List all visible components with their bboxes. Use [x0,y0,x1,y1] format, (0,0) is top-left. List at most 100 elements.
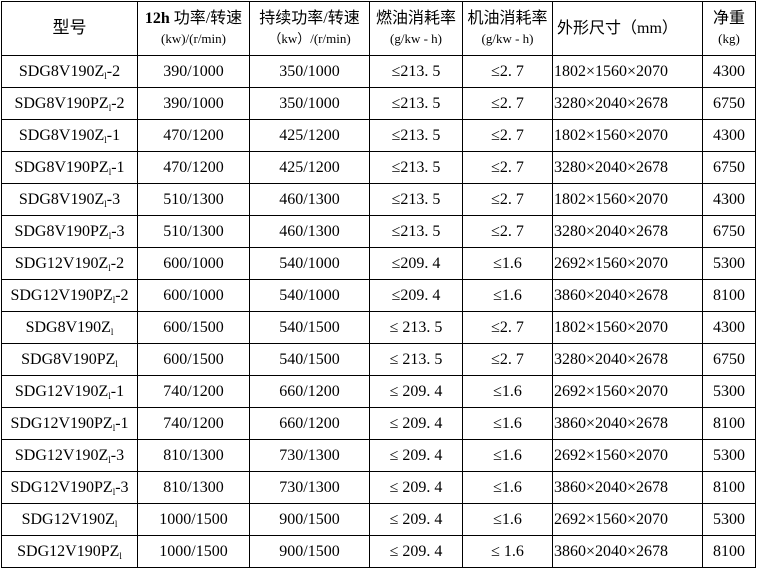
header-row: 型号 12h 功率/转速 (kw)/(r/min) 持续功率/转速 （kw）/(r/… [1,1,756,56]
header-12h-label: 功率/转速 [173,9,243,27]
header-fuel-label: 燃油消耗率 [375,9,456,27]
cell-oil: ≤2. 7 [462,151,553,184]
header-dims-label: 外形尺寸（mm） [557,19,678,37]
cell-model: SDG12V190PZl-1 [1,407,138,440]
table-row: SDG12V190Zl-1 740/1200 660/1200 ≤ 209. 4 ≤1.… [1,375,756,408]
table-row: SDG12V190Zl-2 600/1000 540/1000 ≤209. 4 ≤1.6… [1,247,756,280]
cell-fuel: ≤ 209. 4 [369,535,463,568]
cell-12h-power: 1000/1500 [137,503,250,536]
cell-weight: 6750 [702,87,756,120]
cell-continuous-power: 350/1000 [249,55,370,88]
cell-12h-power: 390/1000 [137,87,250,120]
model-subscript: l [104,134,107,145]
table-row: SDG8V190Zl-1 470/1200 425/1200 ≤213. 5 ≤2. 7… [1,119,756,152]
cell-oil: ≤1.6 [462,279,553,312]
model-suffix: -3 [111,222,125,240]
header-weight-label: 净重 [712,9,745,27]
header-fuel: 燃油消耗率 (g/kw - h) [369,1,463,56]
header-12h-unit: (kw)/(r/min) [161,30,226,46]
cell-oil: ≤2. 7 [462,343,553,376]
cell-weight: 6750 [702,151,756,184]
model-subscript: l [108,390,111,401]
table-row: SDG12V190PZl 1000/1500 900/1500 ≤ 209. 4 ≤ 1… [1,535,756,568]
cell-12h-power: 810/1300 [137,471,250,504]
header-oil-unit: (g/kw - h) [481,30,534,46]
cell-model: SDG8V190PZl-1 [1,151,138,184]
model-subscript: l [112,294,116,305]
cell-continuous-power: 540/1500 [249,343,370,376]
cell-oil: ≤2. 7 [462,87,553,120]
model-suffix: -1 [111,158,125,176]
header-12h-prefix: 12h [144,9,170,27]
model-name: SDG8V190PZ [14,158,109,176]
cell-fuel: ≤209. 4 [369,247,463,280]
cell-model: SDG12V190PZl-3 [1,471,138,504]
cell-12h-power: 510/1300 [137,183,250,216]
cell-dims: 3860×2040×2678 [552,535,703,568]
model-name: SDG8V190Z [18,126,105,144]
model-name: SDG12V190Z [14,446,109,464]
cell-oil: ≤2. 7 [462,311,553,344]
cell-12h-power: 740/1200 [137,407,250,440]
table-row: SDG12V190Zl 1000/1500 900/1500 ≤ 209. 4 ≤1.6… [1,503,756,536]
cell-oil: ≤2. 7 [462,119,553,152]
model-name: SDG12V190Z [21,510,115,528]
cell-model: SDG8V190PZl-2 [1,87,138,120]
cell-dims: 1802×1560×2070 [552,55,703,88]
cell-continuous-power: 425/1200 [249,151,370,184]
cell-weight: 4300 [702,183,756,216]
cell-model: SDG8V190PZl [1,343,138,376]
cell-dims: 3280×2040×2678 [552,215,703,248]
cell-model: SDG12V190Zl-3 [1,439,138,472]
cell-model: SDG12V190PZl-2 [1,279,138,312]
table-row: SDG8V190PZl-1 470/1200 425/1200 ≤213. 5 ≤2. … [1,151,756,184]
cell-fuel: ≤209. 4 [369,279,463,312]
cell-12h-power: 810/1300 [137,439,250,472]
cell-12h-power: 600/1500 [137,311,250,344]
table-row: SDG12V190PZl-3 810/1300 730/1300 ≤ 209. 4 ≤1… [1,471,756,504]
model-name: SDG8V190PZ [21,350,116,368]
model-subscript: l [112,422,116,433]
model-subscript: l [114,518,118,529]
cell-continuous-power: 350/1000 [249,87,370,120]
model-name: SDG12V190PZ [10,286,113,304]
cell-fuel: ≤ 209. 4 [369,471,463,504]
cell-dims: 1802×1560×2070 [552,311,703,344]
cell-weight: 8100 [702,279,756,312]
model-name: SDG8V190PZ [14,222,109,240]
cell-fuel: ≤213. 5 [369,215,463,248]
cell-weight: 5300 [702,247,756,280]
model-subscript: l [104,70,107,81]
model-suffix: -2 [106,62,121,80]
model-name: SDG12V190PZ [10,478,113,496]
cell-model: SDG12V190Zl-2 [1,247,138,280]
table-row: SDG8V190Zl-2 390/1000 350/1000 ≤213. 5 ≤2. 7… [1,55,756,88]
model-subscript: l [108,454,111,465]
cell-dims: 3860×2040×2678 [552,407,703,440]
cell-12h-power: 740/1200 [137,375,250,408]
model-name: SDG12V190Z [14,254,109,272]
header-model: 型号 [1,1,138,56]
cell-dims: 3280×2040×2678 [552,87,703,120]
cell-oil: ≤1.6 [462,407,553,440]
table-row: SDG8V190PZl-2 390/1000 350/1000 ≤213. 5 ≤2. … [1,87,756,120]
cell-continuous-power: 730/1300 [249,471,370,504]
cell-12h-power: 600/1000 [137,279,250,312]
cell-fuel: ≤213. 5 [369,119,463,152]
cell-fuel: ≤ 209. 4 [369,407,463,440]
cell-fuel: ≤213. 5 [369,55,463,88]
cell-model: SDG12V190PZl [1,535,138,568]
cell-dims: 2692×1560×2070 [552,247,703,280]
cell-model: SDG12V190Zl [1,503,138,536]
model-name: SDG12V190PZ [10,414,113,432]
model-suffix: -1 [110,382,125,400]
cell-model: SDG8V190Zl [1,311,138,344]
cell-oil: ≤1.6 [462,375,553,408]
cell-oil: ≤1.6 [462,503,553,536]
model-subscript: l [108,230,112,241]
cell-model: SDG8V190Zl-3 [1,183,138,216]
cell-weight: 4300 [702,119,756,152]
cell-weight: 6750 [702,343,756,376]
cell-12h-power: 510/1300 [137,215,250,248]
